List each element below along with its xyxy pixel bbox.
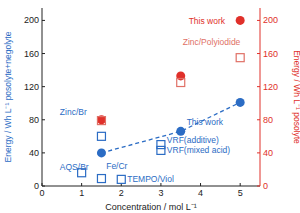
y-tick [42,186,45,187]
y-tick-label: 0 [34,181,39,191]
chart: 0 1 2 3 4 5 0 40 80 120 160 200 0 40 80 120 160 200 Concen… [0,0,300,213]
annotation: Zinc/Br [60,107,87,117]
x-tick-label: 0 [39,188,44,198]
y-tick-label: 80 [29,115,39,125]
y-tick-label: 40 [29,148,39,158]
point [177,79,185,87]
x-tick-label: 4 [198,188,203,198]
annotation: AQS/Br [60,162,89,172]
x-tick-label: 3 [158,188,163,198]
x-axis [42,186,260,187]
y2-tick [257,53,260,54]
y2-tick [257,119,260,120]
x-tick-label: 5 [238,188,243,198]
x-tick-label: 2 [119,188,124,198]
annotation: TEMPO/Viol [127,174,174,184]
point [97,117,105,125]
y2-tick [257,186,260,187]
annotation: Fe/Cr [106,161,127,171]
y2-axis [260,8,261,186]
y2-tick-label: 120 [263,82,278,92]
y2-tick-label: 80 [263,115,273,125]
y-tick [42,20,45,21]
x-tick-label: 1 [79,188,84,198]
y-tick [42,152,45,153]
y-axis [42,8,43,186]
x-tick [240,183,241,186]
x-axis-title: Concentration / mol L⁻¹ [105,202,197,212]
y2-tick-label: 200 [263,15,278,25]
y-tick-label: 120 [24,82,39,92]
point [236,54,244,62]
x-tick [200,183,201,186]
y-tick-label: 160 [24,49,39,59]
y-tick-label: 200 [24,15,39,25]
point [117,175,125,183]
annotation: This work [189,16,226,26]
annotation: VRF(mixed acid) [167,145,230,155]
annotation: Zinc/Polyiodide [183,37,241,47]
point [157,146,165,154]
y-tick [42,53,45,54]
y-tick [42,119,45,120]
y2-tick [257,152,260,153]
x-tick [81,183,82,186]
point [97,132,105,140]
y2-tick-label: 160 [263,49,278,59]
point [97,148,106,157]
point [236,98,245,107]
y2-tick [257,86,260,87]
point [236,16,245,25]
plot-area [78,16,245,183]
y-tick [42,86,45,87]
point [97,115,106,124]
y2-tick [257,20,260,21]
y2-tick-label: 40 [263,148,273,158]
annotation: VRF(additive) [167,135,219,145]
annotation: This work [187,117,224,127]
y-axis-title: Energy / Wh L⁻¹ posolyte+negolyte [3,31,13,162]
point [97,175,105,183]
y2-axis-title: Energy / Wh L⁻¹ posolyte [292,50,300,144]
point [157,141,165,149]
y2-tick-label: 0 [263,181,268,191]
